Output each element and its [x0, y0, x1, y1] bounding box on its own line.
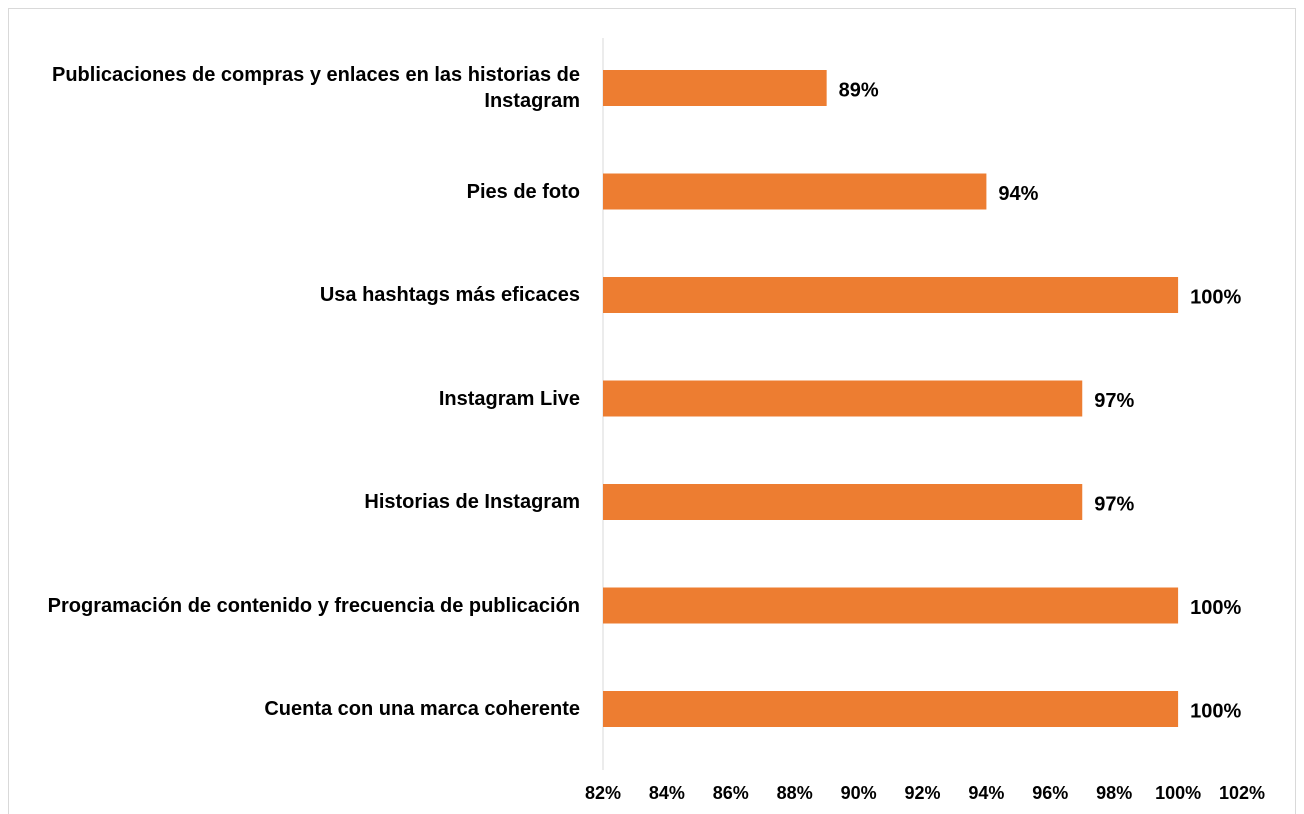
bar — [603, 277, 1179, 313]
x-tick-label: 98% — [1096, 783, 1132, 803]
x-tick-label: 94% — [968, 783, 1004, 803]
value-label: 97% — [1094, 493, 1134, 515]
value-label: 100% — [1190, 597, 1241, 619]
category-label: Pies de foto — [466, 180, 580, 203]
chart-border — [8, 8, 1296, 814]
bar — [603, 691, 1179, 727]
x-tick-label: 96% — [1032, 783, 1068, 803]
bar — [603, 70, 827, 106]
x-tick-label: 88% — [777, 783, 813, 803]
category-label: Cuenta con una marca coherente — [264, 698, 580, 720]
category-label: Usa hashtags más eficaces — [319, 284, 580, 306]
value-label: 94% — [998, 183, 1038, 205]
x-tick-label: 92% — [904, 783, 940, 803]
x-tick-label: 102% — [1219, 783, 1265, 803]
value-label: 89% — [839, 79, 879, 101]
bar — [603, 173, 987, 210]
x-tick-label: 86% — [713, 783, 749, 803]
x-tick-label: 82% — [585, 783, 621, 803]
value-label: 100% — [1190, 700, 1241, 722]
value-label: 97% — [1094, 390, 1134, 412]
category-label: Publicaciones de compras y enlaces en la… — [51, 64, 580, 112]
category-label: Instagram Live — [438, 387, 580, 410]
category-label: Programación de contenido y frecuencia d… — [47, 594, 580, 617]
bar — [603, 380, 1083, 417]
bar — [603, 587, 1179, 624]
category-label: Historias de Instagram — [364, 491, 580, 513]
x-tick-label: 84% — [649, 783, 685, 803]
x-tick-label: 90% — [841, 783, 877, 803]
value-label: 100% — [1190, 286, 1241, 308]
bar — [603, 484, 1083, 520]
x-tick-label: 100% — [1155, 783, 1201, 803]
